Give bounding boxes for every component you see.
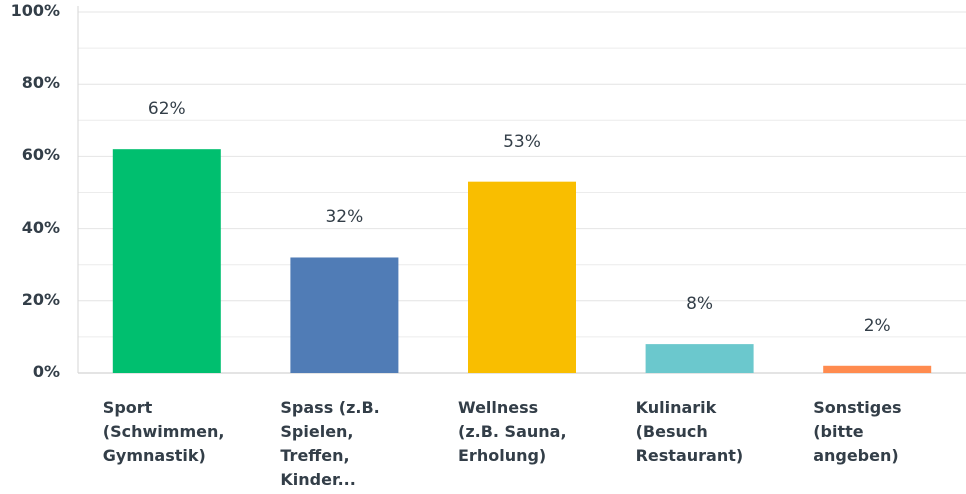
data-label: 32% — [325, 207, 364, 228]
y-tick-label: 20% — [21, 289, 60, 309]
x-tick-label: Sport (Schwimmen, Gymnastik) — [102, 398, 225, 465]
x-tick-label: Kulinarik (Besuch Restaurant) — [635, 398, 744, 465]
y-tick-label: 60% — [21, 145, 60, 165]
y-tick-label: 0% — [32, 362, 60, 381]
data-label: 53% — [503, 131, 541, 152]
x-tick-label: Wellness (z.B. Sauna, Erholung) — [458, 398, 567, 465]
bar — [112, 149, 221, 373]
y-tick-label: 40% — [21, 217, 60, 237]
x-tick-label: Spass (z.B. Spielen, Treffen, Kinder... — [280, 398, 380, 489]
data-label: 2% — [863, 315, 891, 336]
x-tick-label: Sonstiges (bitte angeben) — [813, 398, 902, 465]
data-label: 8% — [686, 294, 714, 315]
bar — [468, 181, 576, 373]
bar — [290, 257, 399, 373]
bar — [823, 365, 932, 373]
data-label: 62% — [147, 99, 186, 120]
y-tick-label: 80% — [21, 73, 60, 93]
bar — [645, 344, 754, 373]
y-tick-label: 100% — [10, 1, 60, 20]
